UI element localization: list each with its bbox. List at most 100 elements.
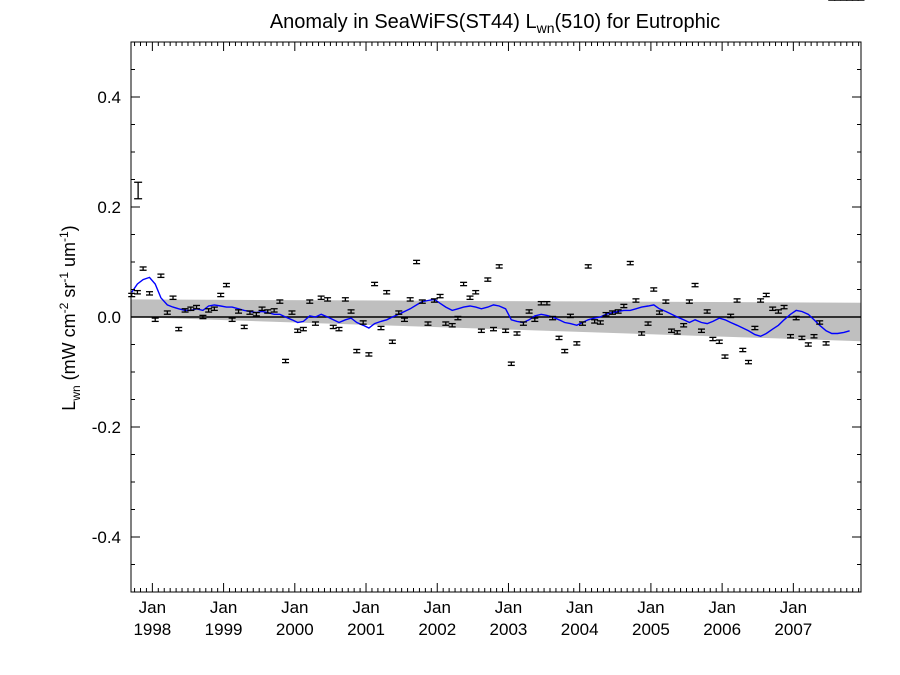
data-point	[175, 326, 183, 332]
data-point	[591, 319, 599, 324]
y-axis-label: Lwn (mW cm-2 sr-1 um-1)	[57, 225, 83, 410]
data-point	[691, 282, 699, 288]
data-point	[495, 264, 503, 269]
data-point	[460, 281, 468, 287]
data-point	[804, 342, 812, 347]
data-point	[288, 310, 296, 315]
data-point	[442, 321, 450, 326]
data-point	[644, 321, 652, 326]
data-point	[525, 309, 533, 314]
x-tick-label-year: 1998	[133, 620, 171, 639]
data-point	[757, 298, 765, 303]
data-point	[774, 309, 782, 314]
data-point	[418, 299, 426, 304]
data-point	[228, 317, 236, 323]
data-points-layer	[128, 0, 865, 367]
data-point	[383, 289, 391, 295]
data-point	[436, 293, 444, 299]
data-point	[762, 292, 770, 298]
data-point	[561, 348, 569, 354]
data-point	[329, 324, 337, 330]
data-point	[270, 308, 278, 313]
data-point	[210, 306, 218, 312]
data-point	[507, 361, 515, 367]
data-point	[543, 300, 551, 306]
data-point	[377, 325, 385, 331]
data-point	[744, 359, 752, 365]
data-point	[264, 309, 272, 314]
data-point	[733, 298, 741, 303]
data-point	[299, 326, 307, 332]
data-point	[240, 324, 248, 330]
data-point	[650, 287, 658, 292]
data-point	[602, 311, 610, 317]
data-point	[739, 347, 747, 353]
data-point	[157, 273, 165, 279]
data-point	[199, 314, 207, 320]
data-point	[388, 339, 396, 345]
data-point	[395, 310, 403, 315]
data-point	[697, 328, 705, 334]
data-point	[638, 331, 646, 336]
x-tick-label-year: 2000	[276, 620, 314, 639]
data-point	[477, 328, 485, 334]
x-tick-label-month: Jan	[566, 598, 593, 617]
x-tick-label-year: 2006	[703, 620, 741, 639]
x-tick-label-month: Jan	[495, 598, 522, 617]
data-point	[139, 266, 147, 271]
data-point	[222, 282, 230, 288]
data-point	[235, 309, 243, 314]
x-tick-label-year: 1999	[205, 620, 243, 639]
data-point	[673, 330, 681, 335]
chart-title: Anomaly in SeaWiFS(ST44) Lwn(510) for Eu…	[270, 11, 720, 36]
data-point	[573, 341, 581, 346]
data-point	[276, 299, 284, 304]
data-point	[193, 304, 201, 310]
data-point	[822, 341, 830, 346]
data-point	[531, 317, 539, 323]
data-point	[205, 308, 213, 313]
data-point	[709, 336, 717, 342]
data-point	[424, 321, 432, 326]
data-point	[579, 321, 587, 326]
data-point	[816, 320, 824, 325]
data-point	[311, 321, 319, 326]
data-point	[614, 309, 622, 314]
data-point	[324, 297, 332, 302]
data-point	[151, 317, 159, 323]
data-point	[810, 333, 818, 339]
data-point	[786, 333, 794, 339]
x-tick-label-year: 2003	[490, 620, 528, 639]
x-tick-label-month: Jan	[780, 598, 807, 617]
data-point	[317, 295, 325, 301]
y-axis: 0.4 0.2 0.0 -0.2 -0.4	[92, 41, 861, 593]
data-point	[365, 352, 373, 357]
data-point	[169, 295, 177, 301]
y-tick-label: -0.4	[92, 528, 121, 547]
x-tick-label-month: Jan	[210, 598, 237, 617]
representative-error-bar-layer	[134, 181, 143, 200]
y-tick-label: 0.2	[97, 198, 121, 217]
data-point	[146, 291, 154, 296]
x-tick-label-month: Jan	[637, 598, 664, 617]
data-point	[246, 310, 254, 315]
x-axis: Jan 1998 Jan 1999 Jan 2000 Jan 2001 Jan 2002 Jan 20…	[133, 42, 860, 639]
data-point	[780, 304, 788, 310]
data-point	[454, 315, 462, 321]
x-tick-label-month: Jan	[708, 598, 735, 617]
y-tick-label: 0.0	[97, 308, 121, 327]
data-point	[566, 313, 574, 319]
data-point	[294, 328, 302, 334]
data-point	[347, 309, 355, 314]
data-point	[217, 292, 225, 298]
data-point	[187, 306, 195, 312]
data-point	[413, 259, 421, 265]
data-point	[359, 320, 367, 325]
data-point	[341, 297, 349, 302]
data-point	[430, 298, 438, 303]
data-point	[490, 326, 498, 332]
data-point	[549, 315, 557, 321]
x-tick-label-year: 2001	[347, 620, 385, 639]
data-point	[596, 320, 604, 325]
